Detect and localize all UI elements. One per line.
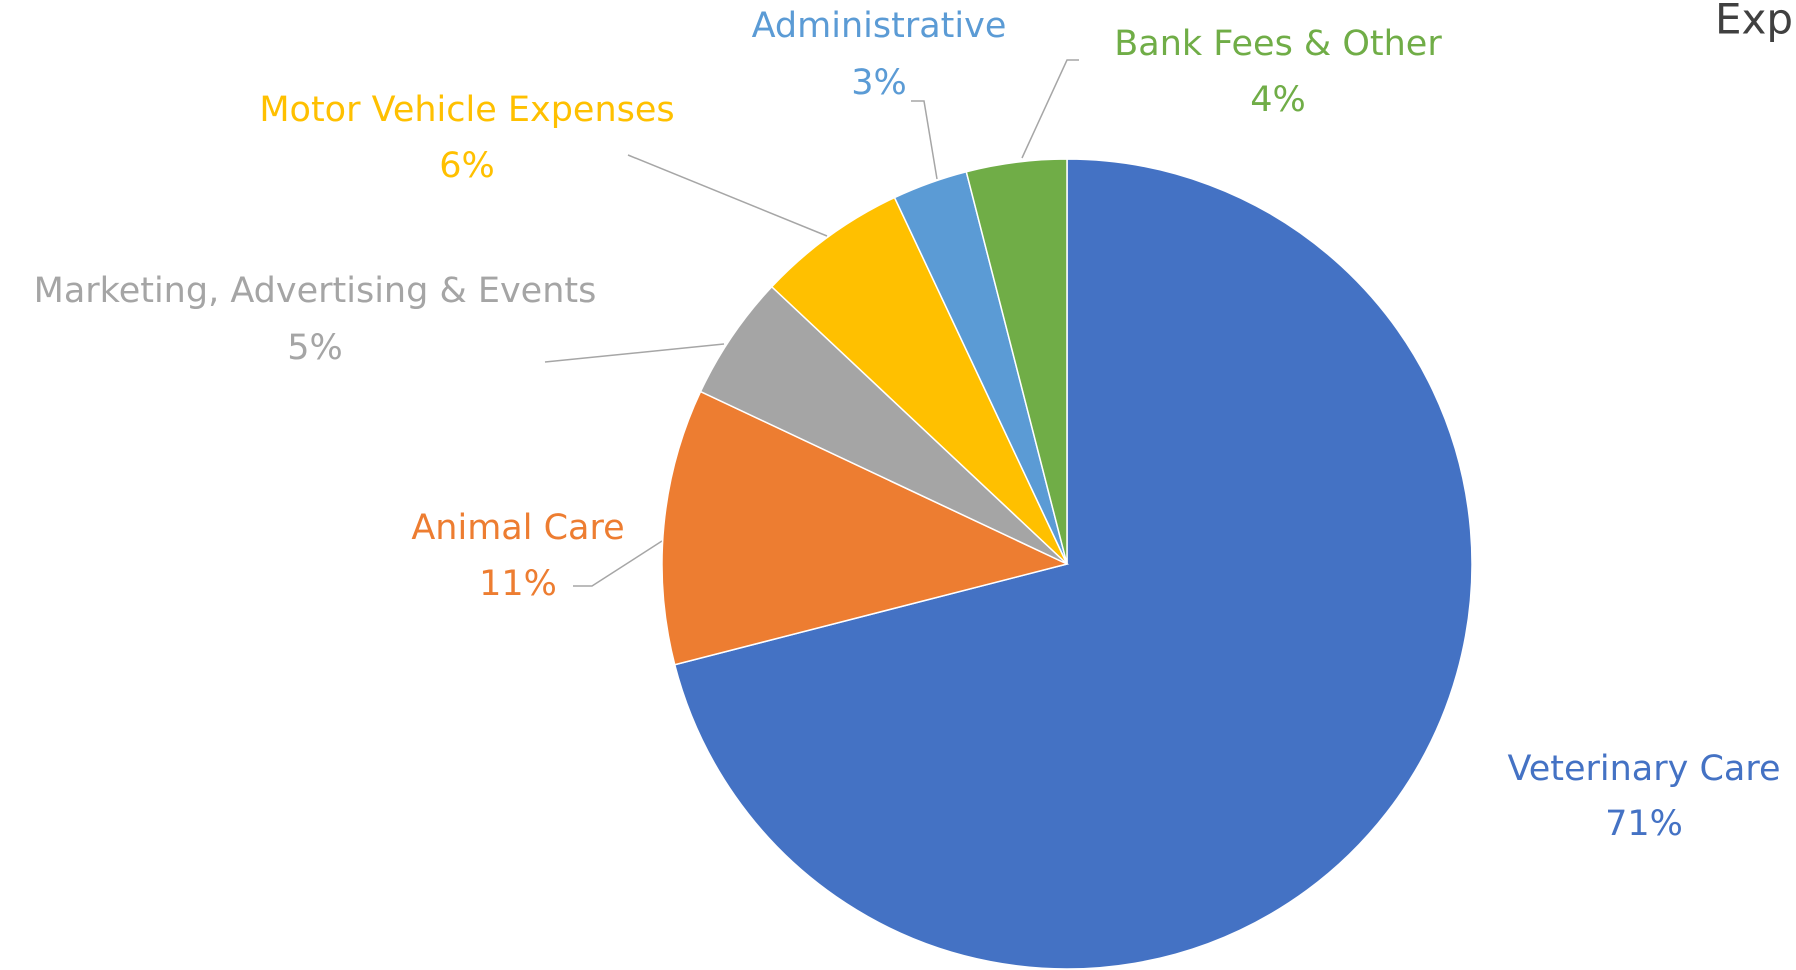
chart-title: Exp	[1715, 0, 1793, 44]
pie-slice	[673, 158, 1473, 970]
slice-label: Animal Care	[411, 508, 624, 548]
leader-line	[1021, 59, 1079, 159]
slice-value-label: 4%	[1250, 80, 1306, 120]
slice-value-label: 6%	[439, 146, 495, 186]
pie-slice	[770, 196, 1068, 565]
leader-lines	[544, 59, 1079, 587]
leader-line	[911, 100, 938, 180]
slice-label: Veterinary Care	[1507, 749, 1780, 789]
slice-value-label: 5%	[287, 328, 343, 368]
leader-line	[627, 154, 828, 237]
leader-line	[544, 343, 725, 363]
slice-label: Motor Vehicle Expenses	[259, 90, 674, 130]
leader-line	[573, 540, 663, 587]
pie-slice	[965, 158, 1068, 565]
slice-label: Marketing, Advertising & Events	[34, 271, 597, 311]
slice-value-label: 11%	[479, 564, 557, 604]
slice-value-label: 3%	[851, 63, 907, 103]
slice-label: Administrative	[752, 6, 1007, 46]
slice-label: Bank Fees & Other	[1114, 24, 1442, 64]
pie-slice	[661, 390, 1070, 666]
slice-value-label: 71%	[1605, 804, 1683, 844]
